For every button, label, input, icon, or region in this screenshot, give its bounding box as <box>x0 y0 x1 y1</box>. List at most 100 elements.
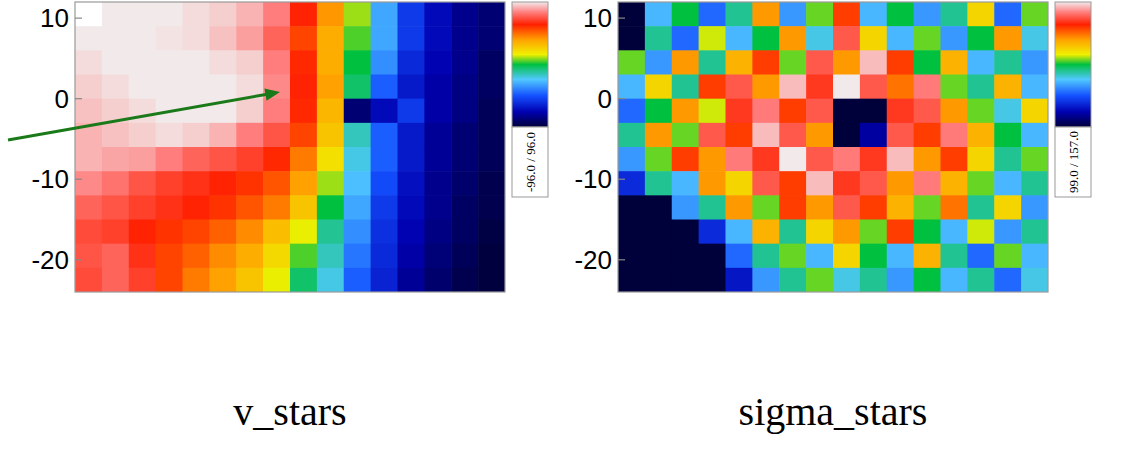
cell <box>290 99 317 124</box>
cell <box>941 220 968 245</box>
tick <box>75 259 82 260</box>
cell <box>451 268 478 292</box>
cell <box>290 195 317 220</box>
cell <box>967 244 994 269</box>
cell <box>451 99 478 124</box>
cell <box>1021 50 1048 75</box>
cell <box>156 75 183 100</box>
cell <box>699 75 726 100</box>
cell <box>806 171 833 196</box>
cell <box>129 123 156 148</box>
cell <box>263 26 290 51</box>
cell <box>263 268 290 292</box>
cell <box>645 171 672 196</box>
cell <box>699 147 726 172</box>
cell <box>451 171 478 196</box>
cell <box>645 26 672 51</box>
cell <box>833 244 860 269</box>
cell <box>752 268 779 292</box>
cell <box>887 220 914 245</box>
cell <box>860 123 887 148</box>
cell <box>967 268 994 292</box>
cell <box>263 2 290 27</box>
cell <box>424 195 451 220</box>
cell <box>317 195 344 220</box>
cell <box>156 171 183 196</box>
cell <box>914 244 941 269</box>
cells <box>618 2 1048 292</box>
cell <box>317 147 344 172</box>
cell <box>887 171 914 196</box>
cell <box>317 171 344 196</box>
cell <box>887 195 914 220</box>
cell <box>424 99 451 124</box>
cell <box>941 123 968 148</box>
cell <box>994 171 1021 196</box>
cell <box>129 171 156 196</box>
cell <box>371 220 398 245</box>
cell <box>967 26 994 51</box>
cell <box>209 268 236 292</box>
cell <box>967 50 994 75</box>
cell <box>478 147 505 172</box>
cell <box>967 220 994 245</box>
cell <box>344 50 371 75</box>
cell <box>860 99 887 124</box>
cell <box>478 2 505 27</box>
cell <box>914 75 941 100</box>
cell <box>1021 171 1048 196</box>
cell <box>967 147 994 172</box>
cell <box>102 50 129 75</box>
cell <box>1021 195 1048 220</box>
cell <box>752 99 779 124</box>
cell <box>833 26 860 51</box>
cell <box>994 220 1021 245</box>
cell <box>806 50 833 75</box>
cell <box>478 123 505 148</box>
cell <box>102 220 129 245</box>
cell <box>779 268 806 292</box>
tick-label: 0 <box>598 84 612 114</box>
cell <box>860 26 887 51</box>
cell <box>833 220 860 245</box>
cell <box>451 220 478 245</box>
cell <box>914 220 941 245</box>
cell <box>371 26 398 51</box>
cell <box>102 268 129 292</box>
cell <box>672 75 699 100</box>
cell <box>618 2 645 27</box>
cell <box>860 2 887 27</box>
cell <box>914 195 941 220</box>
cell <box>779 147 806 172</box>
cell <box>478 99 505 124</box>
cell <box>209 220 236 245</box>
cell <box>478 26 505 51</box>
cell <box>833 123 860 148</box>
cell <box>317 244 344 269</box>
cell <box>344 99 371 124</box>
cell <box>887 123 914 148</box>
cell <box>478 220 505 245</box>
cell <box>75 75 102 100</box>
cell <box>726 147 753 172</box>
cell <box>967 2 994 27</box>
cells <box>75 2 505 292</box>
cell <box>236 123 263 148</box>
cell <box>941 244 968 269</box>
cell <box>752 75 779 100</box>
cell <box>833 50 860 75</box>
arrow-head <box>264 88 280 100</box>
cell <box>726 2 753 27</box>
cell <box>994 75 1021 100</box>
cell <box>478 195 505 220</box>
cell <box>699 220 726 245</box>
cell <box>478 75 505 100</box>
cell <box>183 268 210 292</box>
cell <box>344 123 371 148</box>
cell <box>290 123 317 148</box>
cell <box>424 26 451 51</box>
cell <box>317 75 344 100</box>
cell <box>887 244 914 269</box>
cell <box>290 268 317 292</box>
cell <box>941 99 968 124</box>
